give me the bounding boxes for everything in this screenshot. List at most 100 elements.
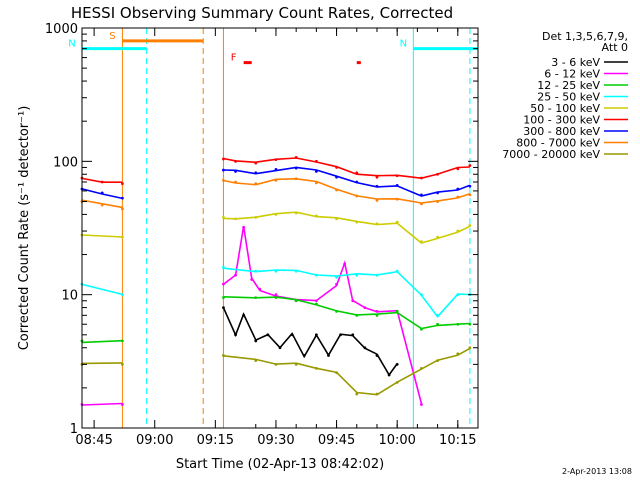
data-point [335, 275, 338, 279]
data-point [314, 333, 318, 337]
data-point [436, 313, 439, 317]
data-point [314, 159, 318, 163]
data-point [294, 177, 298, 181]
data-point [234, 273, 237, 277]
legend-header: Att 0 [602, 41, 628, 54]
data-point [375, 273, 379, 277]
annotation-label: F [231, 53, 237, 64]
data-point [355, 180, 359, 184]
data-point [234, 217, 237, 221]
data-point [314, 366, 318, 370]
data-point [436, 200, 439, 203]
data-point [314, 170, 318, 173]
footer-timestamp: 2-Apr-2013 13:08 [562, 467, 632, 476]
data-point [395, 309, 399, 313]
data-point [121, 196, 124, 200]
data-point [420, 366, 423, 370]
data-point [302, 354, 306, 357]
data-point [335, 309, 338, 313]
data-point [274, 178, 278, 182]
x-tick-label: 09:00 [136, 433, 173, 448]
series-0 [222, 306, 399, 377]
x-tick-label: 09:15 [197, 433, 234, 448]
data-point [222, 266, 225, 269]
data-point [468, 322, 472, 326]
annotation-label: S [109, 31, 115, 42]
data-point [395, 220, 399, 224]
data-point [100, 203, 104, 207]
data-point [355, 171, 359, 175]
data-point [375, 354, 379, 357]
legend-label: 3 - 6 keV [551, 56, 600, 69]
data-point [363, 306, 367, 309]
data-point [274, 212, 278, 216]
y-tick-label: 100 [53, 155, 78, 170]
annotation-label: N [68, 39, 75, 50]
data-point [242, 225, 246, 229]
data-point [355, 273, 359, 277]
data-point [375, 198, 379, 202]
x-tick-label: 08:45 [75, 433, 112, 448]
plot-frame [81, 27, 479, 429]
data-point [222, 178, 225, 182]
data-point [420, 202, 423, 206]
y-axis: 1 10 100 1000 [45, 22, 478, 437]
data-point [351, 299, 355, 303]
data-point [222, 306, 225, 309]
x-tick-label: 10:00 [378, 433, 415, 448]
annotation-label: N [400, 39, 407, 50]
data-point [314, 299, 318, 303]
data-point [222, 168, 225, 172]
data-point [456, 322, 460, 326]
data-point [314, 181, 318, 185]
data-point [121, 293, 124, 297]
data-point [363, 346, 367, 350]
annotation-markers: S N N F [68, 28, 478, 428]
data-point [335, 371, 338, 375]
data-point [222, 354, 225, 357]
series-line [81, 177, 471, 209]
data-point [121, 207, 124, 211]
data-point [274, 269, 278, 273]
data-point [274, 167, 278, 171]
data-point [436, 191, 439, 195]
data-point [375, 309, 379, 313]
data-point [100, 180, 104, 184]
legend-header: Det 1,3,5,6,7,9, [542, 30, 628, 43]
data-point [420, 403, 423, 406]
data-point [290, 333, 294, 337]
data-point [254, 359, 258, 363]
data-point [420, 193, 423, 197]
data-point [294, 156, 298, 159]
data-point [395, 174, 399, 178]
series-layer [80, 156, 472, 406]
data-point [436, 172, 439, 176]
data-point [234, 159, 237, 163]
data-point [121, 362, 124, 366]
legend-label: 300 - 800 keV [523, 125, 600, 138]
data-point [274, 158, 278, 162]
data-point [436, 235, 439, 239]
data-point [420, 327, 423, 331]
data-point [266, 333, 270, 337]
legend-label: 12 - 25 keV [537, 79, 600, 92]
data-point [222, 215, 225, 219]
data-point [294, 362, 298, 366]
data-point [395, 183, 399, 187]
y-axis-label: Corrected Count Rate (s⁻¹ detector⁻¹) [17, 106, 32, 351]
series-5 [80, 156, 472, 186]
data-point [294, 211, 298, 215]
data-point [314, 214, 318, 218]
data-point [100, 191, 104, 195]
data-point [222, 282, 225, 286]
data-point [456, 293, 460, 297]
series-6 [80, 166, 472, 200]
data-point [456, 229, 460, 233]
data-point [335, 282, 338, 286]
data-point [468, 224, 472, 227]
data-point [456, 187, 460, 191]
data-point [456, 167, 460, 171]
data-point [254, 269, 258, 273]
